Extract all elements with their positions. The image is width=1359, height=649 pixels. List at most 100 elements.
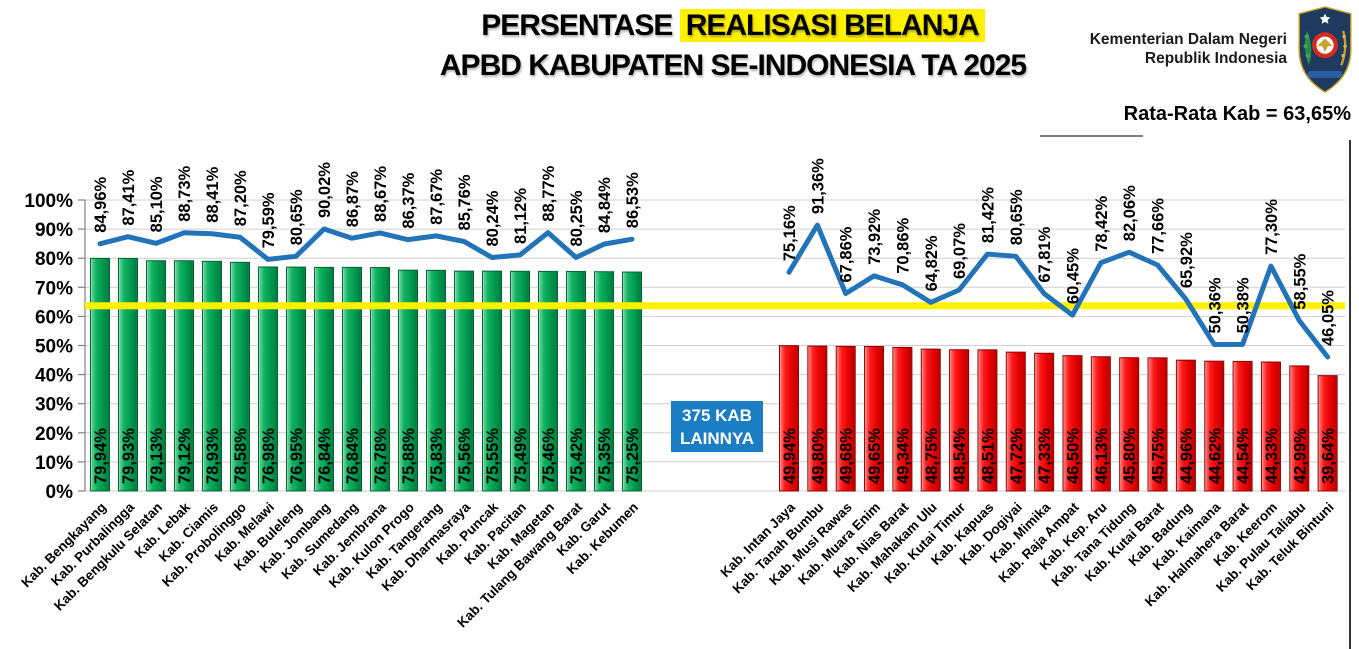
line-point-label: 91,36% (809, 158, 827, 214)
line-point-label: 78,42% (1093, 196, 1111, 252)
bar-value-label: 49,65% (866, 428, 884, 484)
line-point-label: 88,77% (540, 165, 558, 221)
line-point-label: 86,87% (344, 171, 362, 227)
line-point-label: 73,92% (866, 209, 884, 265)
bar (202, 260, 222, 492)
bar-value-label: 75,55% (484, 428, 502, 484)
bar-value-label: 46,13% (1093, 428, 1111, 484)
bar (1260, 361, 1281, 492)
bar-value-label: 75,25% (624, 428, 642, 484)
ytick-label: 0% (46, 482, 74, 503)
bar-value-label: 76,78% (372, 428, 390, 484)
line-point-label: 69,07% (951, 223, 969, 279)
bar-value-label: 44,54% (1235, 428, 1253, 484)
agency-name: Kementerian Dalam Negeri Republik Indone… (1090, 30, 1287, 68)
kemendagri-logo-icon (1298, 6, 1352, 93)
bar-value-label: 75,49% (512, 428, 530, 484)
bar (864, 346, 885, 492)
bar (174, 260, 194, 492)
bar-value-label: 44,62% (1206, 428, 1224, 484)
bar (230, 261, 250, 492)
line-point-label: 86,53% (624, 172, 642, 228)
bar-value-label: 76,84% (344, 428, 362, 484)
callout-line-1: 375 KAB (682, 405, 752, 425)
bar-value-label: 47,33% (1036, 428, 1054, 484)
bar (1090, 356, 1111, 492)
other-districts-callout: 375 KAB LAINNYA (671, 401, 763, 452)
ytick-label: 80% (35, 249, 73, 270)
line-point-label: 85,10% (148, 176, 166, 232)
line-point-label: 67,86% (838, 226, 856, 282)
ytick-label: 50% (35, 337, 73, 358)
line-point-label: 80,65% (288, 189, 306, 245)
line-point-label: 67,81% (1036, 226, 1054, 282)
bar (426, 269, 446, 492)
ytick-label: 20% (35, 424, 73, 445)
bar-value-label: 79,94% (92, 428, 110, 484)
title-highlight: REALISASI BELANJA (679, 9, 985, 42)
bar (920, 348, 941, 492)
line-point-label: 85,76% (456, 174, 474, 230)
agency-line-1: Kementerian Dalam Negeri (1089, 31, 1287, 48)
ytick-label: 30% (35, 395, 73, 416)
bar (1119, 357, 1140, 492)
bar (314, 266, 334, 492)
bar (1175, 359, 1196, 492)
bar (1289, 365, 1310, 492)
bar (566, 271, 586, 492)
bar-value-label: 49,34% (894, 428, 912, 484)
line-point-label: 88,73% (176, 166, 194, 222)
line-point-label: 88,67% (372, 166, 390, 222)
bar (510, 270, 530, 492)
bar-value-label: 78,93% (204, 428, 222, 484)
bar-value-label: 46,50% (1065, 428, 1083, 484)
bar (949, 349, 970, 492)
ytick-label: 60% (35, 307, 73, 328)
ytick-label: 10% (35, 453, 73, 474)
line-point-label: 87,67% (428, 169, 446, 225)
bar-value-label: 39,64% (1320, 428, 1338, 484)
average-value-label: Rata-Rata Kab = 63,65% (1123, 103, 1351, 125)
bar-value-label: 75,83% (428, 428, 446, 484)
line-point-label: 80,25% (568, 190, 586, 246)
bar (1005, 351, 1026, 492)
bar-value-label: 75,35% (596, 428, 614, 484)
bar (807, 345, 828, 492)
bar (594, 271, 614, 492)
line-point-label: 58,55% (1291, 253, 1309, 309)
line-point-label: 87,41% (120, 169, 138, 225)
line-point-label: 77,66% (1150, 198, 1168, 254)
bar (90, 257, 110, 492)
bar (342, 266, 362, 492)
bar (622, 271, 642, 492)
line-point-label: 79,59% (260, 192, 278, 248)
line-point-label: 84,96% (92, 176, 110, 232)
line-point-label: 50,38% (1235, 277, 1253, 333)
bar (779, 345, 799, 492)
bar-value-label: 45,80% (1121, 428, 1139, 484)
line-point-label: 75,16% (781, 205, 799, 261)
bar-value-label: 78,58% (232, 428, 250, 484)
line-point-label: 80,24% (484, 190, 502, 246)
bar-value-label: 44,33% (1263, 428, 1281, 484)
bar-value-label: 79,12% (176, 428, 194, 484)
bar (1232, 360, 1253, 492)
line-point-label: 80,65% (1008, 189, 1026, 245)
bar (1034, 352, 1055, 492)
line-point-label: 88,41% (204, 166, 222, 222)
bar-value-label: 49,68% (838, 428, 856, 484)
bar (398, 269, 418, 492)
bar (286, 266, 306, 492)
title-line-2: APBD KABUPATEN SE-INDONESIA TA 2025 (439, 49, 1027, 82)
line-point-label: 65,92% (1178, 232, 1196, 288)
title-prefix: PERSENTASE (481, 9, 680, 42)
bar (977, 349, 998, 492)
bar-value-label: 48,54% (951, 428, 969, 484)
bar (482, 270, 502, 492)
bar-value-label: 75,88% (400, 428, 418, 484)
line-point-label: 50,36% (1206, 277, 1224, 333)
line-point-label: 82,06% (1121, 185, 1139, 241)
agency-line-2: Republik Indonesia (1144, 50, 1287, 67)
